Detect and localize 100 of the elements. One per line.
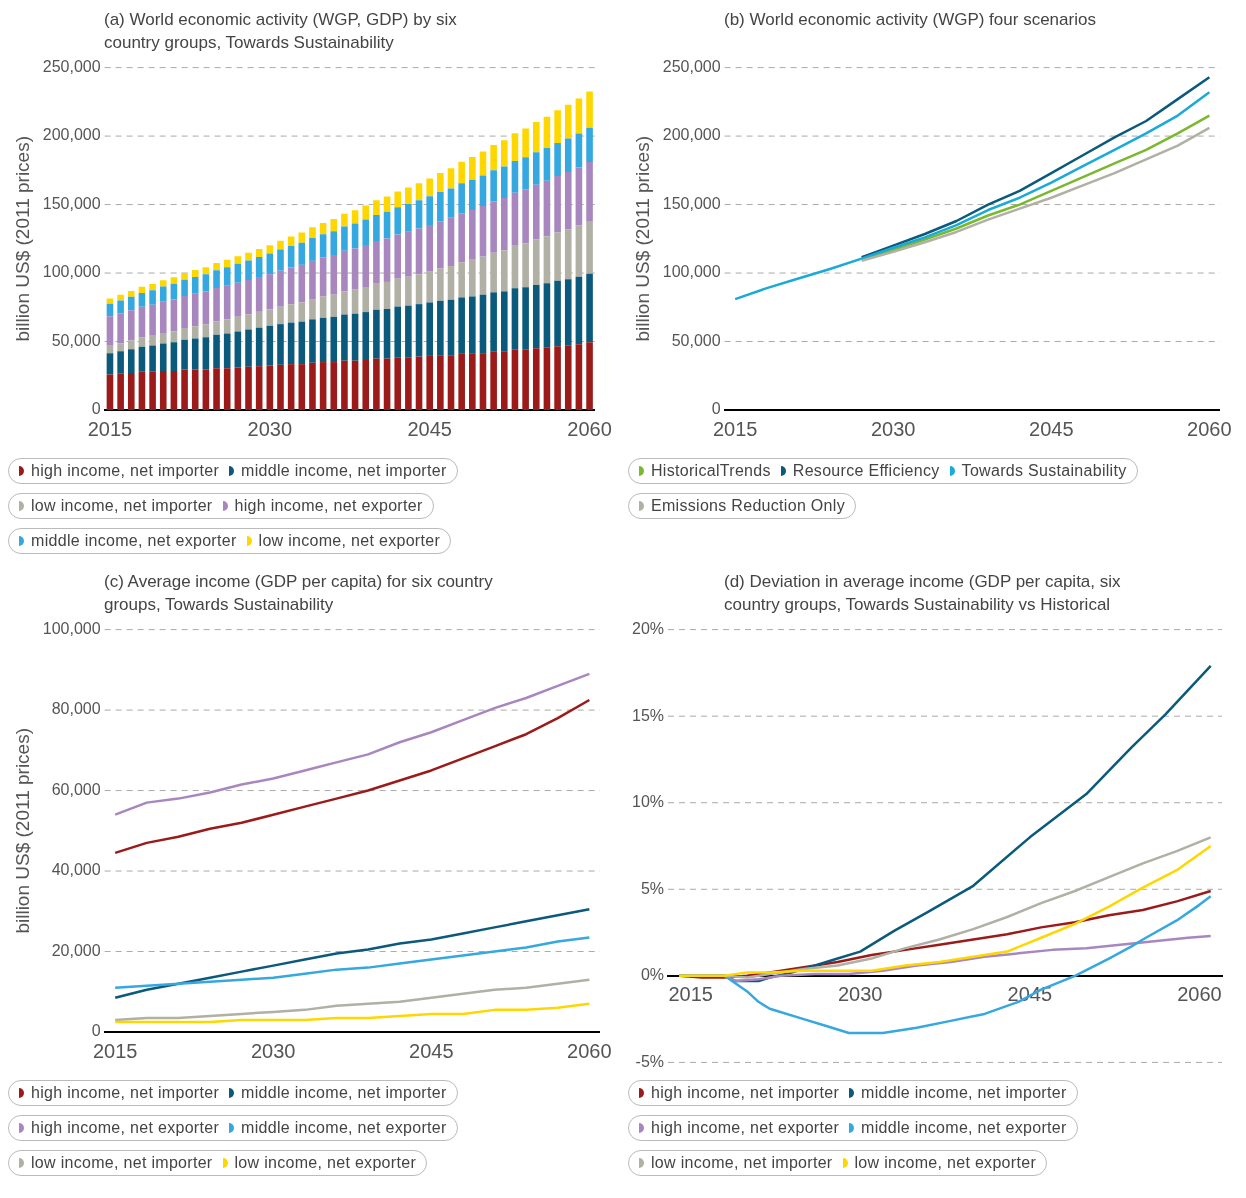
bar xyxy=(106,298,114,304)
bar xyxy=(245,280,252,315)
bar xyxy=(458,213,465,263)
legend-label: low income, net importer xyxy=(31,1154,213,1172)
bar xyxy=(564,172,572,230)
legend-label: middle income, net exporter xyxy=(861,1119,1067,1137)
bar xyxy=(127,296,135,311)
bar xyxy=(330,219,338,232)
bar xyxy=(394,278,402,307)
bar xyxy=(277,270,284,307)
bar xyxy=(511,161,519,193)
legend-label: middle income, net importer xyxy=(241,1084,447,1102)
y-tick-label: 60,000 xyxy=(51,780,101,798)
bar xyxy=(309,260,316,300)
bar xyxy=(437,221,444,269)
bar xyxy=(362,360,370,410)
bar xyxy=(469,353,476,410)
bar xyxy=(511,245,519,289)
bar xyxy=(447,188,455,218)
bar xyxy=(554,142,561,177)
bar xyxy=(362,312,370,361)
bar xyxy=(586,127,593,163)
y-tick-label: 0 xyxy=(91,1022,101,1040)
bar xyxy=(532,284,540,349)
bar xyxy=(181,295,188,329)
legend-label: high income, net exporter xyxy=(234,497,423,515)
bar xyxy=(223,267,231,286)
y-tick-label: 250,000 xyxy=(42,58,101,76)
x-tick-label: 2030 xyxy=(250,1039,296,1062)
legend-label: Resource Efficiency xyxy=(792,462,940,480)
x-tick-label: 2030 xyxy=(870,417,916,440)
bar xyxy=(511,349,519,410)
legend-label: high income, net exporter xyxy=(651,1119,840,1137)
bar xyxy=(223,259,231,268)
bar xyxy=(511,192,519,246)
bar xyxy=(490,351,497,410)
bar xyxy=(170,370,178,410)
bar xyxy=(458,353,465,410)
legend-label: HistoricalTrends xyxy=(651,462,771,480)
bar xyxy=(405,187,412,205)
bar xyxy=(117,351,124,374)
bar xyxy=(469,209,476,260)
bar xyxy=(586,273,593,343)
bar xyxy=(266,245,274,254)
bar xyxy=(266,365,274,410)
bar xyxy=(159,286,167,302)
bar xyxy=(255,366,263,410)
bar xyxy=(426,225,433,272)
x-tick-label: 2060 xyxy=(1187,417,1232,440)
y-tick-label: 50,000 xyxy=(671,331,721,349)
bar xyxy=(405,276,412,306)
bar xyxy=(319,317,327,363)
bar xyxy=(437,355,444,410)
bar xyxy=(426,302,433,356)
bar xyxy=(351,248,359,290)
legend-label: low income, net importer xyxy=(31,497,213,515)
bar xyxy=(500,351,508,410)
x-tick-label: 2060 xyxy=(567,1039,612,1062)
bar xyxy=(415,183,423,201)
bar xyxy=(202,337,210,370)
y-tick-label: 150,000 xyxy=(662,194,721,212)
legend-label: Towards Sustainability xyxy=(961,462,1127,480)
bar xyxy=(564,279,572,346)
bar xyxy=(586,91,593,128)
bar xyxy=(117,373,124,410)
y-axis-title: billion US$ (2011 prices) xyxy=(11,728,33,934)
bar xyxy=(106,374,114,410)
bar xyxy=(500,291,508,352)
bar xyxy=(277,324,284,365)
bar xyxy=(245,314,252,330)
bar xyxy=(309,299,316,320)
bar xyxy=(159,333,167,344)
bar xyxy=(575,344,583,410)
bar xyxy=(469,156,476,180)
y-tick-label: 0 xyxy=(711,400,721,418)
bar xyxy=(149,304,156,336)
legend-label: middle income, net exporter xyxy=(31,532,237,550)
bar xyxy=(341,250,348,292)
y-tick-label: 10% xyxy=(631,793,665,811)
bar xyxy=(298,242,306,265)
y-tick-label: 5% xyxy=(640,879,665,897)
bar xyxy=(117,300,124,314)
bar xyxy=(191,369,199,410)
legend-label: low income, net importer xyxy=(651,1154,833,1172)
y-tick-label: 100,000 xyxy=(662,263,721,281)
bar xyxy=(351,313,359,361)
bar xyxy=(255,248,263,258)
bar xyxy=(437,300,444,356)
y-tick-label: 20,000 xyxy=(51,941,101,959)
bar xyxy=(234,256,242,264)
bar xyxy=(181,279,188,296)
bar xyxy=(309,319,316,363)
bar xyxy=(277,249,284,271)
x-tick-label: 2045 xyxy=(409,1039,454,1062)
bar xyxy=(202,369,210,410)
bar xyxy=(234,316,242,332)
legend-label: high income, net importer xyxy=(31,1084,220,1102)
bar xyxy=(373,240,380,284)
bar xyxy=(287,236,295,246)
bar xyxy=(383,281,391,309)
